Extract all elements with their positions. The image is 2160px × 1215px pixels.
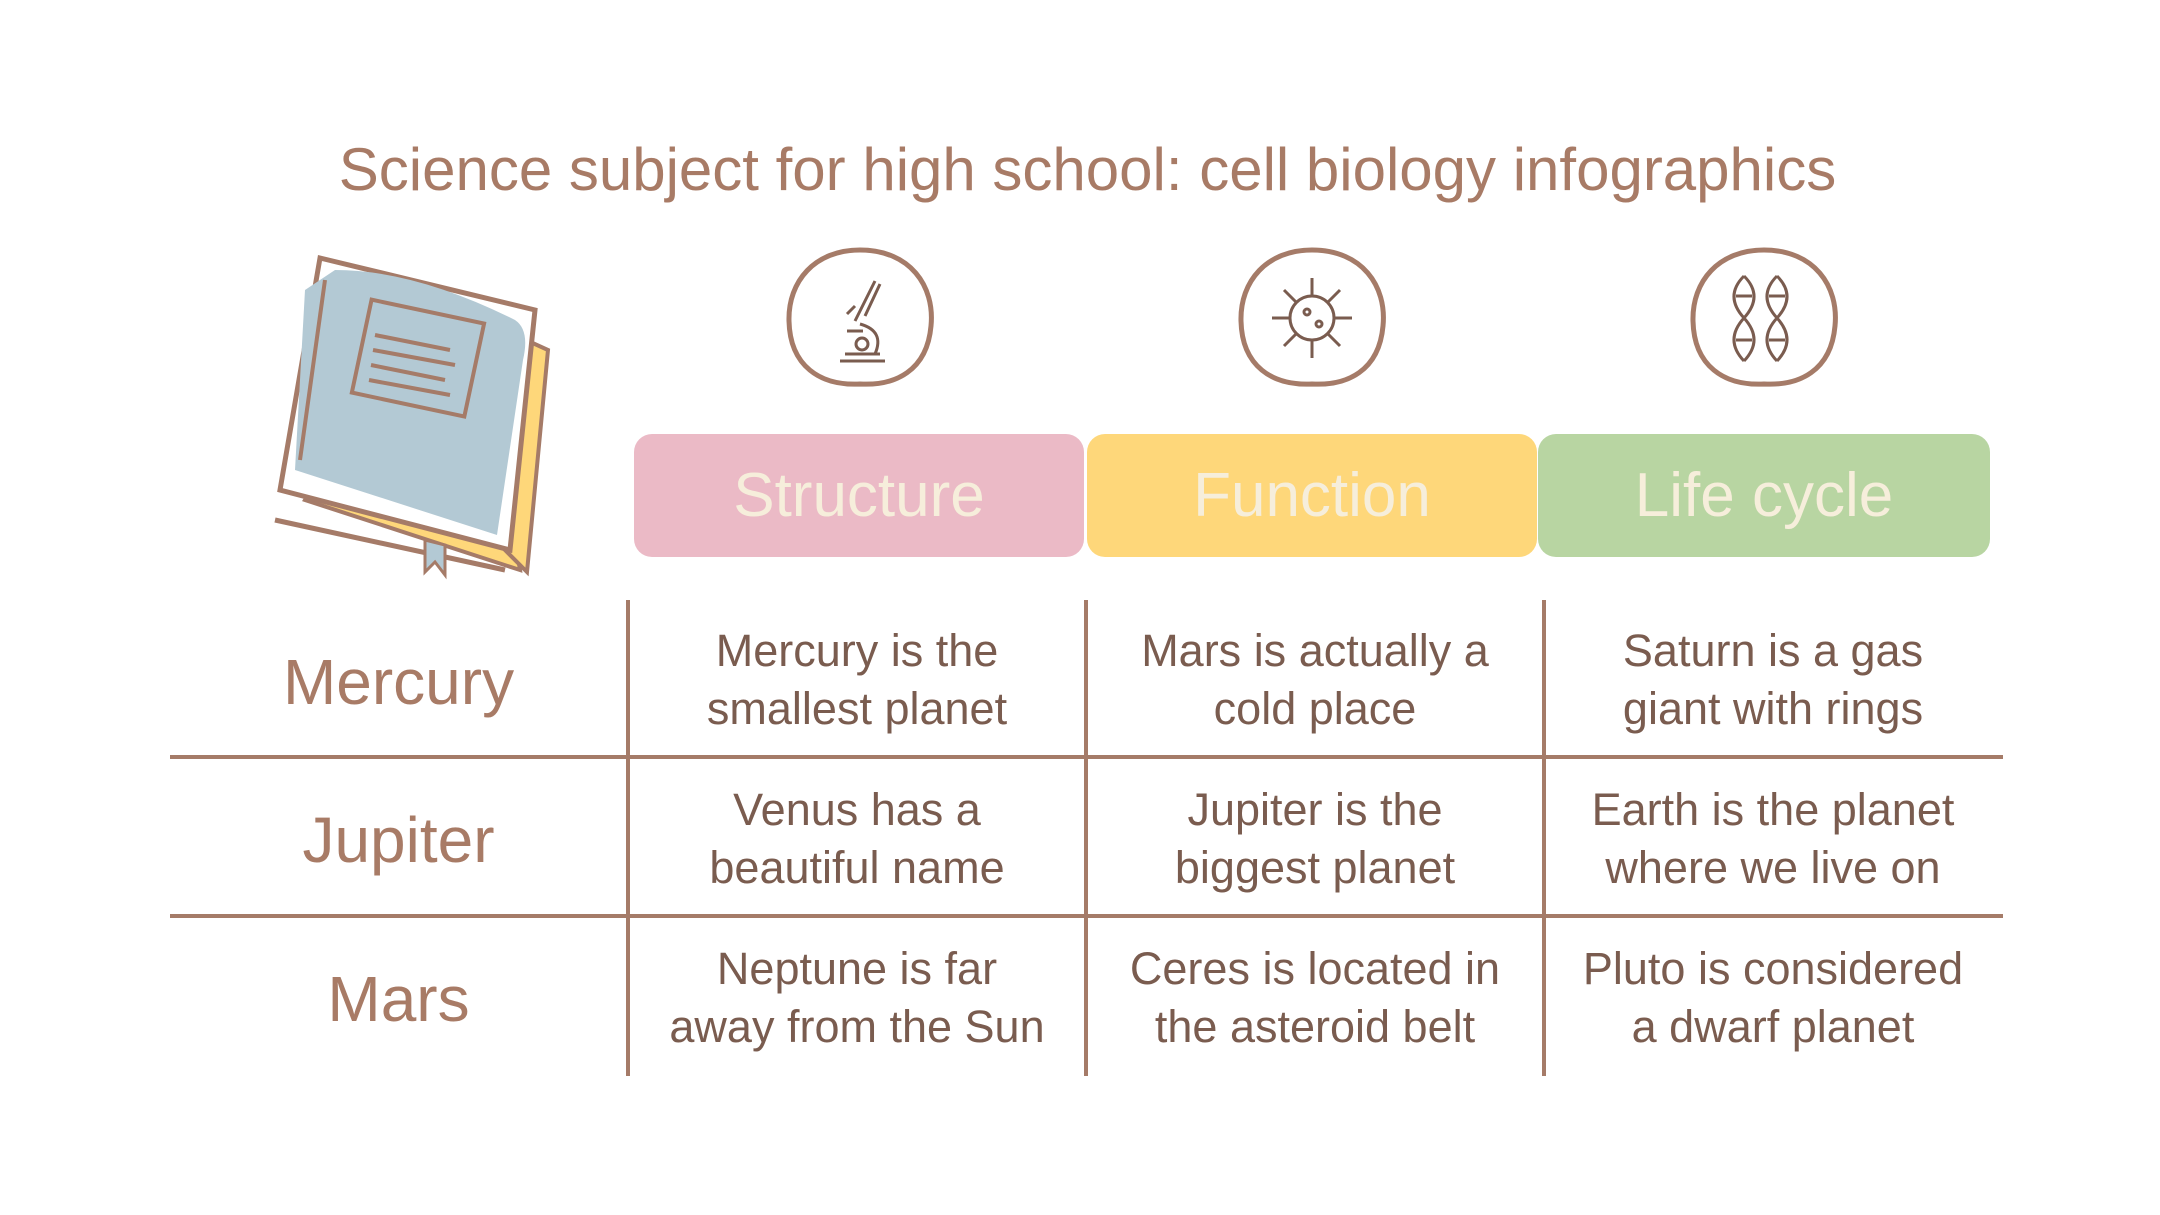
book-icon xyxy=(274,254,551,580)
cell-line: a dwarf planet xyxy=(1631,1001,1915,1052)
row-label: Mars xyxy=(327,963,470,1035)
header-life-cycle: Life cycle xyxy=(1538,434,1990,557)
cell-line: Jupiter is the xyxy=(1187,784,1443,835)
cell-line: Saturn is a gas xyxy=(1622,625,1924,676)
divider xyxy=(1542,600,1546,1076)
microscope-icon xyxy=(786,247,934,387)
dna-icon xyxy=(1690,247,1838,387)
cell-line: the asteroid belt xyxy=(1154,1001,1476,1052)
cell-line: Mercury is the xyxy=(715,625,999,676)
table-cell: Earth is the planet where we live on xyxy=(1545,781,2001,897)
cell-line: smallest planet xyxy=(706,683,1008,734)
table-cell: Saturn is a gas giant with rings xyxy=(1545,622,2001,738)
table-cell: Jupiter is the biggest planet xyxy=(1087,781,1543,897)
cell-line: Mars is actually a xyxy=(1141,625,1489,676)
divider xyxy=(626,600,630,1076)
cell-line: beautiful name xyxy=(709,842,1005,893)
table-cell: Mercury is the smallest planet xyxy=(629,622,1085,738)
cell-line: Venus has a xyxy=(733,784,981,835)
cell-line: giant with rings xyxy=(1622,683,1924,734)
cell-line: Neptune is far xyxy=(716,943,998,994)
cell-line: Ceres is located in xyxy=(1129,943,1501,994)
header-structure: Structure xyxy=(634,434,1084,557)
header-function: Function xyxy=(1087,434,1537,557)
page-title: Science subject for high school: cell bi… xyxy=(338,136,1837,203)
divider xyxy=(170,914,2003,918)
virus-icon xyxy=(1238,247,1386,387)
cell-line: biggest planet xyxy=(1174,842,1456,893)
cell-line: away from the Sun xyxy=(669,1001,1045,1052)
cell-line: Pluto is considered xyxy=(1582,943,1964,994)
cell-line: cold place xyxy=(1213,683,1417,734)
divider xyxy=(170,755,2003,759)
cell-line: Earth is the planet xyxy=(1591,784,1955,835)
row-label: Mercury xyxy=(282,646,515,718)
table-cell: Mars is actually a cold place xyxy=(1087,622,1543,738)
cell-line: where we live on xyxy=(1605,842,1941,893)
table-cell: Venus has a beautiful name xyxy=(629,781,1085,897)
table-cell: Ceres is located in the asteroid belt xyxy=(1087,940,1543,1056)
table-cell: Neptune is far away from the Sun xyxy=(629,940,1085,1056)
divider xyxy=(1084,600,1088,1076)
row-label: Jupiter xyxy=(302,804,495,876)
table-cell: Pluto is considered a dwarf planet xyxy=(1545,940,2001,1056)
